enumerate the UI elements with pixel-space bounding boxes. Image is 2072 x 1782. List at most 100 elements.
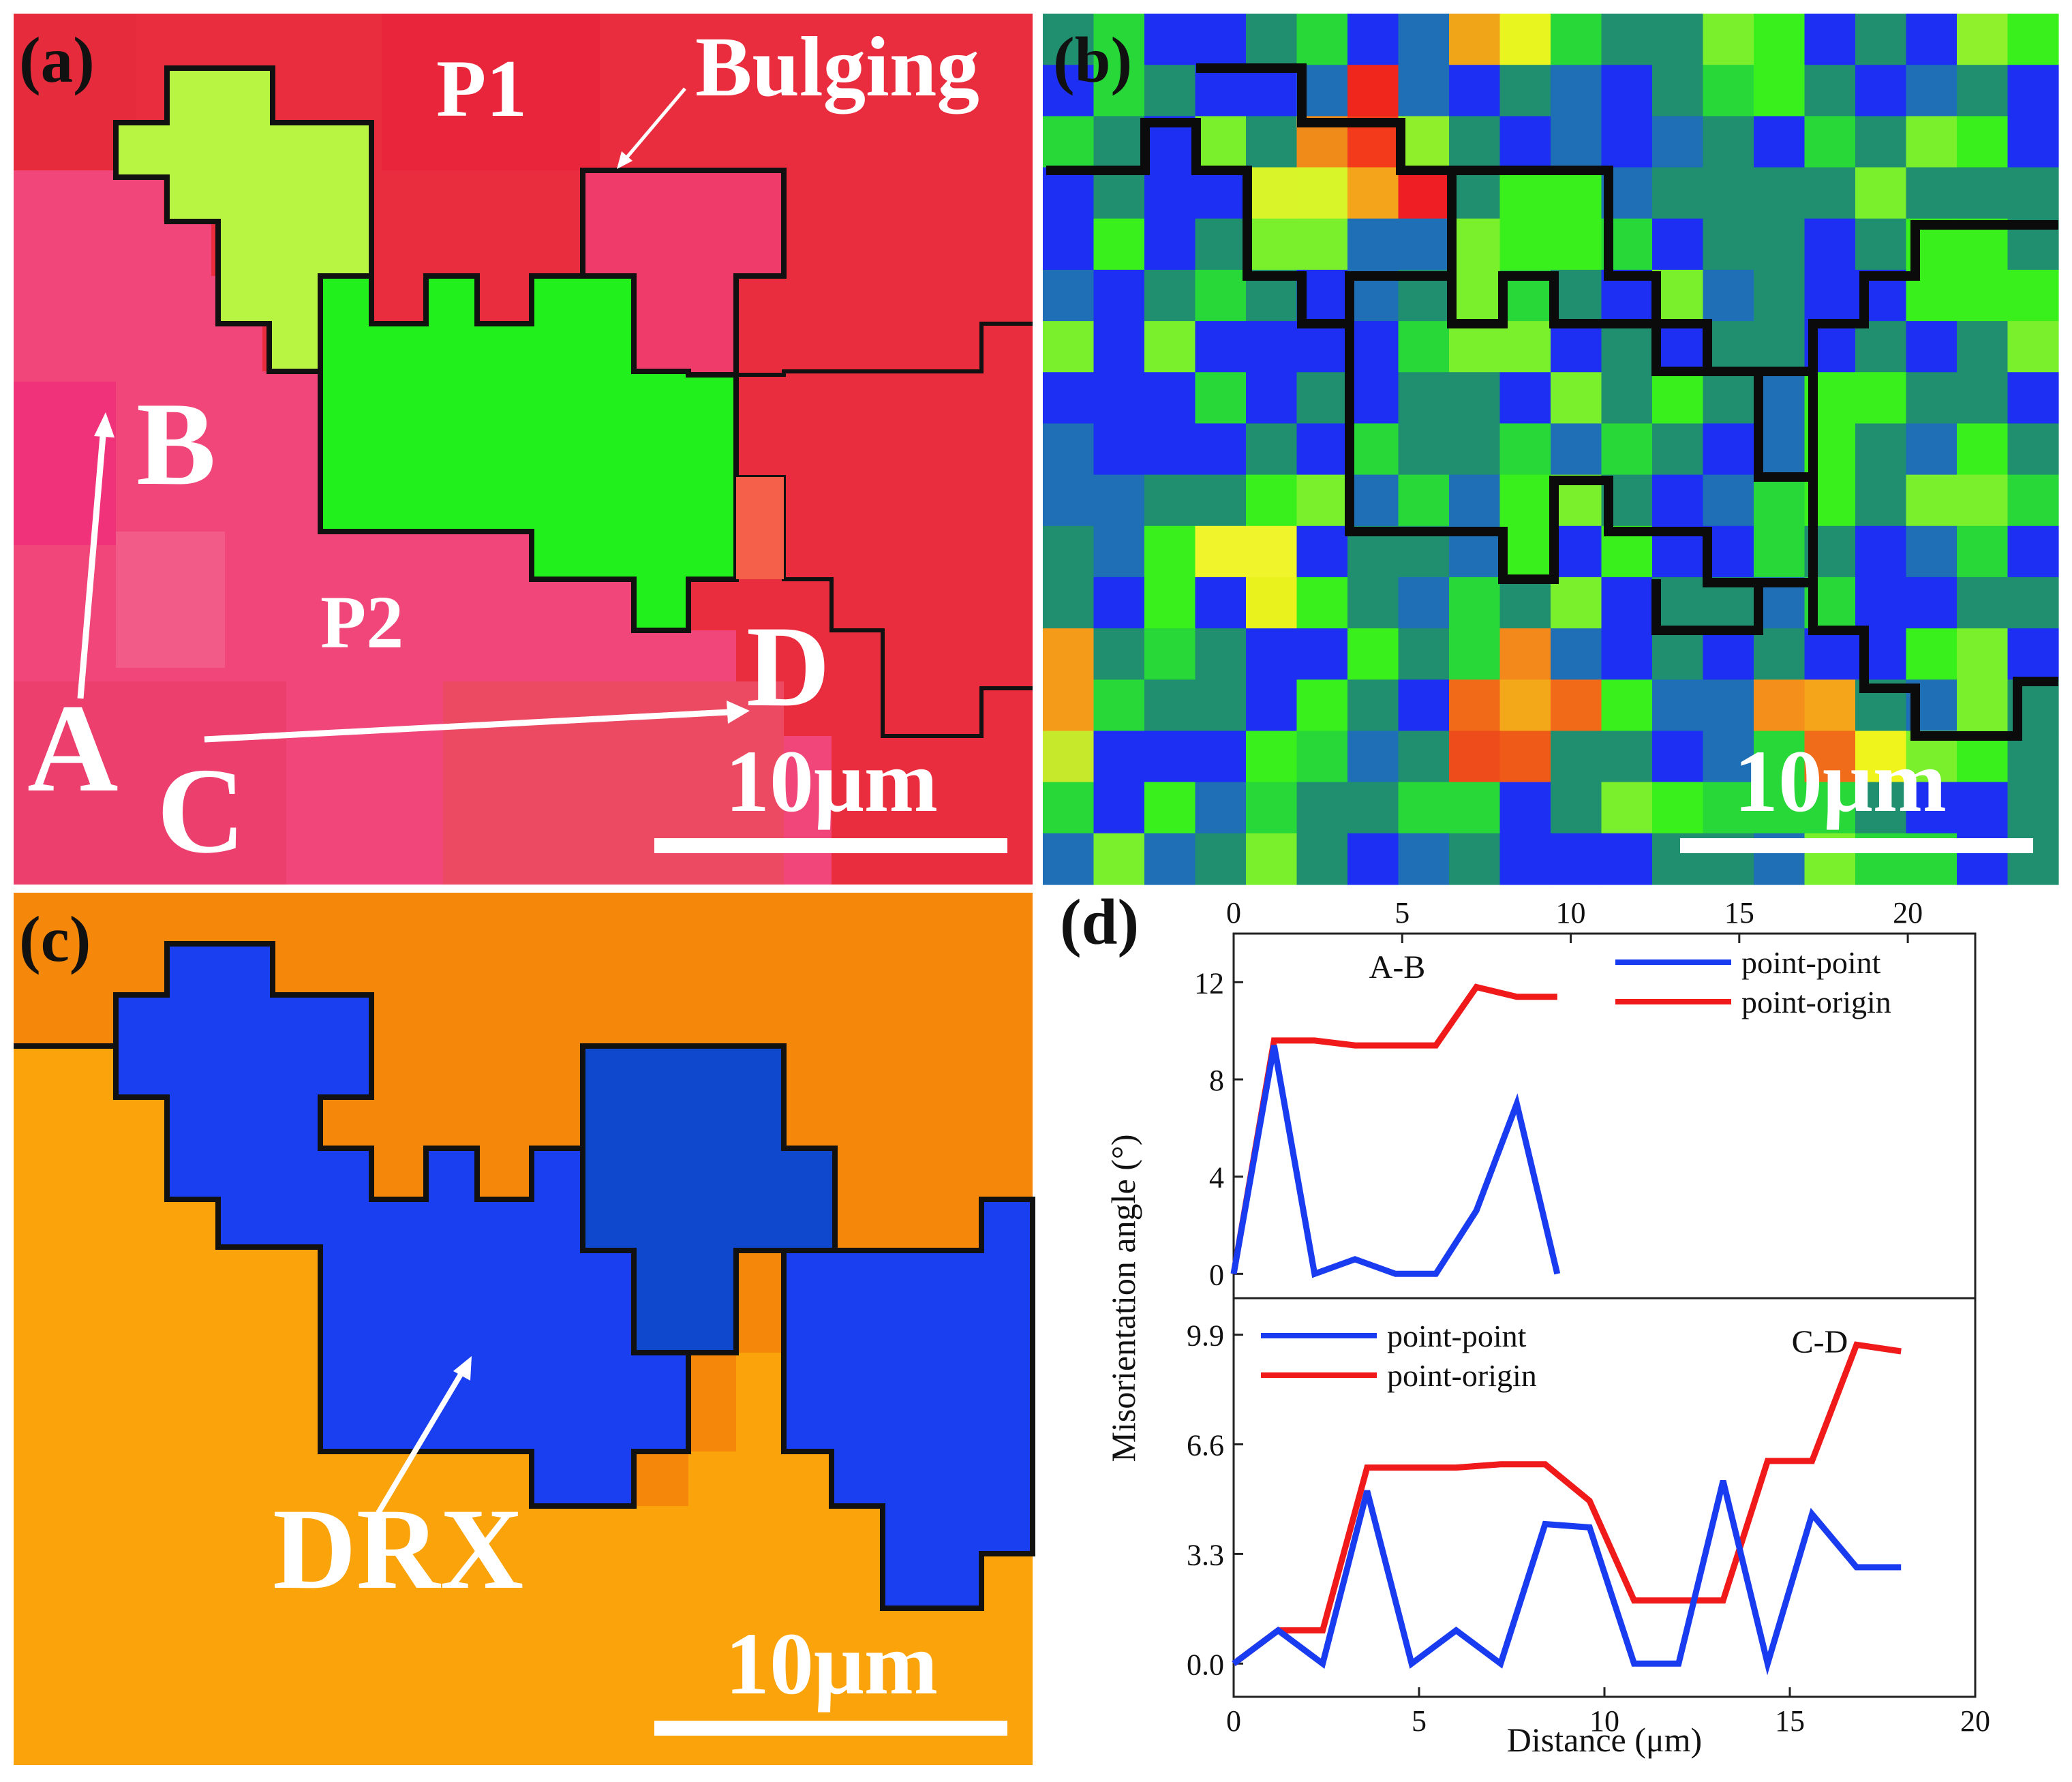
x-tick-label: 0 xyxy=(1226,896,1241,930)
kam-tile xyxy=(1855,65,1907,117)
scale-bar-b xyxy=(1680,838,2033,853)
kam-tile xyxy=(1804,679,1856,732)
kam-tile xyxy=(1957,679,2009,732)
kam-tile xyxy=(1144,167,1196,219)
kam-tile xyxy=(1855,782,1907,834)
kam-tile xyxy=(1347,628,1399,680)
kam-tile xyxy=(1855,731,1907,783)
panel-label-d: (d) xyxy=(1060,886,1139,958)
kam-tile xyxy=(1652,628,1704,680)
kam-tile xyxy=(1499,372,1551,424)
orange-red-tile xyxy=(736,477,784,579)
kam-tile xyxy=(1601,833,1653,885)
kam-tile xyxy=(1906,116,1957,168)
kam-tile xyxy=(1043,577,1095,629)
kam-tile xyxy=(1195,679,1247,732)
kam-tile xyxy=(1754,116,1806,168)
kam-tile xyxy=(1957,577,2009,629)
kam-tile xyxy=(1449,474,1501,527)
kam-tile xyxy=(1906,14,1957,65)
kam-tile xyxy=(1296,525,1348,578)
kam-tile xyxy=(1703,423,1754,476)
kam-tile xyxy=(1347,679,1399,732)
x-tick-label: 10 xyxy=(1589,1704,1619,1738)
kam-tile xyxy=(1703,65,1754,117)
kam-tile xyxy=(1296,679,1348,732)
red-tile xyxy=(382,14,600,170)
kam-tile xyxy=(1601,423,1653,476)
kam-tile xyxy=(1703,269,1754,322)
kam-tile xyxy=(1043,628,1095,680)
kam-tile xyxy=(1601,372,1653,424)
plot-ab: 0 4 8 12 0 5 10 15 20 A-B point-point point-origin xyxy=(1194,896,1923,1291)
x-tick-label: 0 xyxy=(1226,1704,1241,1738)
kam-tile xyxy=(1601,679,1653,732)
kam-tile xyxy=(1347,372,1399,424)
kam-tile xyxy=(1499,628,1551,680)
kam-tile xyxy=(1601,628,1653,680)
chart-title: A-B xyxy=(1369,949,1426,985)
kam-tile xyxy=(2007,525,2059,578)
kam-tile xyxy=(1144,269,1196,322)
kam-tile xyxy=(1347,731,1399,783)
kam-tile xyxy=(2007,628,2059,680)
bulging-arrowhead xyxy=(617,151,633,169)
y-tick-label: 0.0 xyxy=(1187,1648,1224,1681)
kam-tile xyxy=(1906,474,1957,527)
panel-label-c: (c) xyxy=(19,903,91,975)
kam-tile xyxy=(1195,116,1247,168)
kam-tile xyxy=(2007,577,2059,629)
label-b-point: B xyxy=(136,378,216,510)
drx-arrow xyxy=(376,1368,466,1515)
kam-tile xyxy=(1093,116,1145,168)
kam-tile xyxy=(1246,731,1298,783)
pink-tile xyxy=(116,532,225,668)
kam-tile xyxy=(1957,167,2009,219)
kam-tile xyxy=(1093,269,1145,322)
y-tick-label: 3.3 xyxy=(1187,1538,1224,1571)
kam-tile xyxy=(1398,65,1450,117)
kam-tile xyxy=(1195,731,1247,783)
kam-tile xyxy=(1957,474,2009,527)
label-a-point: A xyxy=(27,679,119,818)
kam-tile xyxy=(1855,525,1907,578)
legend-label: point-origin xyxy=(1387,1358,1537,1393)
kam-tile xyxy=(1449,116,1501,168)
kam-tile xyxy=(1804,782,1856,834)
kam-tile xyxy=(1144,321,1196,373)
kam-tile xyxy=(1246,782,1298,834)
kam-tile xyxy=(1449,833,1501,885)
plot-bottom-frame xyxy=(1232,1297,1977,1698)
kam-tile xyxy=(1043,833,1095,885)
scale-bar-a xyxy=(654,838,1007,853)
kam-tile xyxy=(1703,679,1754,732)
x-tick-label: 20 xyxy=(1893,896,1923,930)
kam-tile xyxy=(1043,167,1095,219)
kam-tile xyxy=(1499,525,1551,578)
kam-tile xyxy=(1144,218,1196,271)
y-tick-label: 8 xyxy=(1209,1064,1224,1097)
kam-tile xyxy=(1449,167,1501,219)
kam-tile xyxy=(1144,782,1196,834)
kam-tile xyxy=(2007,269,2059,322)
kam-tile xyxy=(1449,679,1501,732)
kam-tile xyxy=(1499,116,1551,168)
kam-tile xyxy=(1195,833,1247,885)
kam-tile xyxy=(1754,167,1806,219)
kam-tile xyxy=(1093,14,1145,65)
kam-tile xyxy=(1144,14,1196,65)
y-tick-label: 9.9 xyxy=(1187,1319,1224,1353)
kam-tile xyxy=(1551,731,1602,783)
kam-boundary xyxy=(1758,578,2058,741)
kam-tile xyxy=(1398,577,1450,629)
kam-tile xyxy=(1296,782,1348,834)
ab-arrow xyxy=(77,427,107,699)
kam-tile xyxy=(1449,372,1501,424)
kam-tile xyxy=(1144,628,1196,680)
kam-tile xyxy=(1449,577,1501,629)
kam-tile xyxy=(1804,14,1856,65)
kam-tile xyxy=(1499,423,1551,476)
kam-tile xyxy=(2007,116,2059,168)
kam-tile xyxy=(1195,474,1247,527)
